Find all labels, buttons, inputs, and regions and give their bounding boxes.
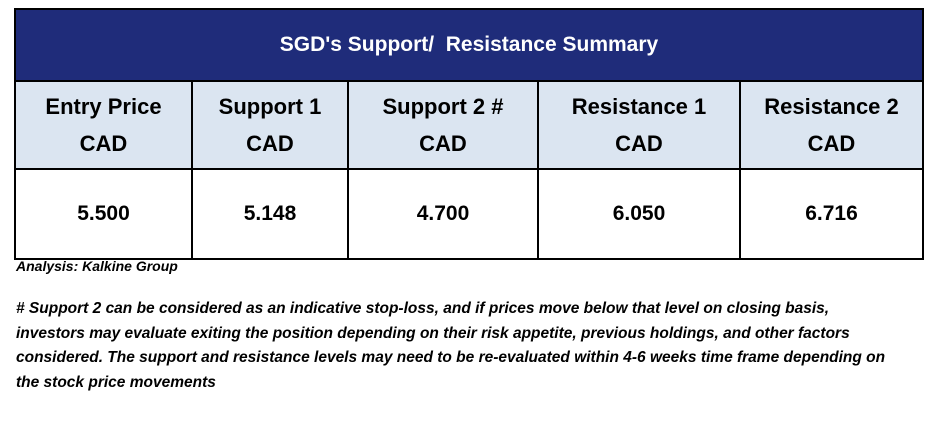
header-resistance-2-label: Resistance 2 bbox=[764, 94, 899, 119]
support-resistance-table: SGD's Support/ Resistance Summary Entry … bbox=[14, 8, 924, 260]
header-resistance-2: Resistance 2 CAD bbox=[741, 82, 922, 168]
table-header-row: Entry Price CAD Support 1 CAD Support 2 … bbox=[16, 82, 922, 170]
analysis-source: Analysis: Kalkine Group bbox=[16, 258, 178, 274]
header-support-2: Support 2 # CAD bbox=[349, 82, 539, 168]
header-entry-price-currency: CAD bbox=[79, 131, 128, 156]
value-support-1: 5.148 bbox=[193, 170, 349, 258]
header-entry-price: Entry Price CAD bbox=[16, 82, 193, 168]
table-value-row: 5.500 5.148 4.700 6.050 6.716 bbox=[16, 170, 922, 258]
header-support-1-currency: CAD bbox=[246, 131, 294, 156]
value-support-2: 4.700 bbox=[349, 170, 539, 258]
table-title: SGD's Support/ Resistance Summary bbox=[16, 10, 922, 82]
value-resistance-1: 6.050 bbox=[539, 170, 741, 258]
footnote-text: # Support 2 can be considered as an indi… bbox=[16, 300, 886, 391]
header-resistance-2-currency: CAD bbox=[807, 131, 856, 156]
header-support-1-label: Support 1 bbox=[218, 94, 322, 119]
header-resistance-1-currency: CAD bbox=[615, 131, 663, 156]
header-support-2-currency: CAD bbox=[419, 131, 467, 156]
value-entry-price: 5.500 bbox=[16, 170, 193, 258]
header-resistance-1: Resistance 1 CAD bbox=[539, 82, 741, 168]
value-resistance-2: 6.716 bbox=[805, 202, 858, 225]
header-entry-price-label: Entry Price bbox=[45, 94, 162, 119]
header-support-1: Support 1 CAD bbox=[193, 82, 349, 168]
header-resistance-1-label: Resistance 1 bbox=[571, 94, 707, 119]
header-support-2-label: Support 2 # bbox=[382, 94, 504, 119]
